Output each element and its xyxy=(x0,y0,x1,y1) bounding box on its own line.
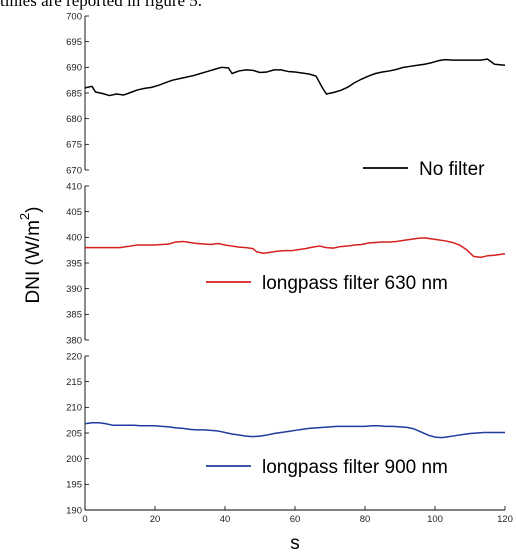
panel-3-y-tick-label: 205 xyxy=(66,428,82,439)
y-axis-title-close: ) xyxy=(23,207,44,213)
panel-1-y-tick-label: 695 xyxy=(66,37,82,48)
series-layer xyxy=(84,58,506,439)
x-axis-title: s xyxy=(290,533,300,554)
y-axis-title: DNI (W/m2) xyxy=(17,207,44,304)
x-tick-label: 40 xyxy=(220,514,231,525)
panel-1-y-tick-label: 700 xyxy=(66,11,82,22)
x-tick-label: 60 xyxy=(290,514,301,525)
panel-2-y-tick-label: 395 xyxy=(66,258,82,269)
header-text: tinies are reported in figure 5. xyxy=(0,0,203,10)
panel-3-y-tick-label: 220 xyxy=(66,351,82,362)
panel-1-y-tick-label: 675 xyxy=(66,140,82,151)
legend-label-1: No filter xyxy=(419,159,485,180)
panel-1-y-tick-label: 685 xyxy=(66,88,82,99)
series-line-1 xyxy=(84,58,506,97)
axes-layer: 6706756806856906957003803853903954004054… xyxy=(66,11,513,525)
panel-3-y-tick-label: 215 xyxy=(66,377,82,388)
legend-label-3: longpass filter 900 nm xyxy=(262,457,448,478)
x-tick-label: 120 xyxy=(497,514,513,525)
panel-2-y-tick-label: 390 xyxy=(66,284,82,295)
x-tick-label: 0 xyxy=(82,514,87,525)
panel-2-y-tick-label: 405 xyxy=(66,207,82,218)
panel-1-y-tick-label: 670 xyxy=(66,165,82,176)
panel-3-y-tick-label: 210 xyxy=(66,403,82,414)
y-axis-title-superscript: 2 xyxy=(17,213,32,220)
panel-2-y-tick-label: 380 xyxy=(66,335,82,346)
legend-label-2: longpass filter 630 nm xyxy=(262,273,448,294)
panel-2-y-tick-label: 410 xyxy=(66,181,82,192)
series-line-2 xyxy=(85,237,506,259)
y-axis-title-main: DNI (W/m xyxy=(23,220,44,303)
x-tick-label: 80 xyxy=(360,514,371,525)
panel-1-y-tick-label: 680 xyxy=(66,114,82,125)
panel-1-y-tick-label: 690 xyxy=(66,63,82,74)
x-tick-label: 100 xyxy=(427,514,443,525)
legend-layer: No filter longpass filter 630 nm longpass … xyxy=(206,159,485,478)
panel-3-y-tick-label: 195 xyxy=(66,480,82,491)
panel-2-y-tick-label: 385 xyxy=(66,310,82,321)
series-line-3 xyxy=(84,421,505,439)
panel-3-y-tick-label: 190 xyxy=(66,505,82,516)
panel-2-y-tick-label: 400 xyxy=(66,233,82,244)
panel-3-y-tick-label: 200 xyxy=(66,454,82,465)
x-tick-label: 20 xyxy=(150,514,161,525)
